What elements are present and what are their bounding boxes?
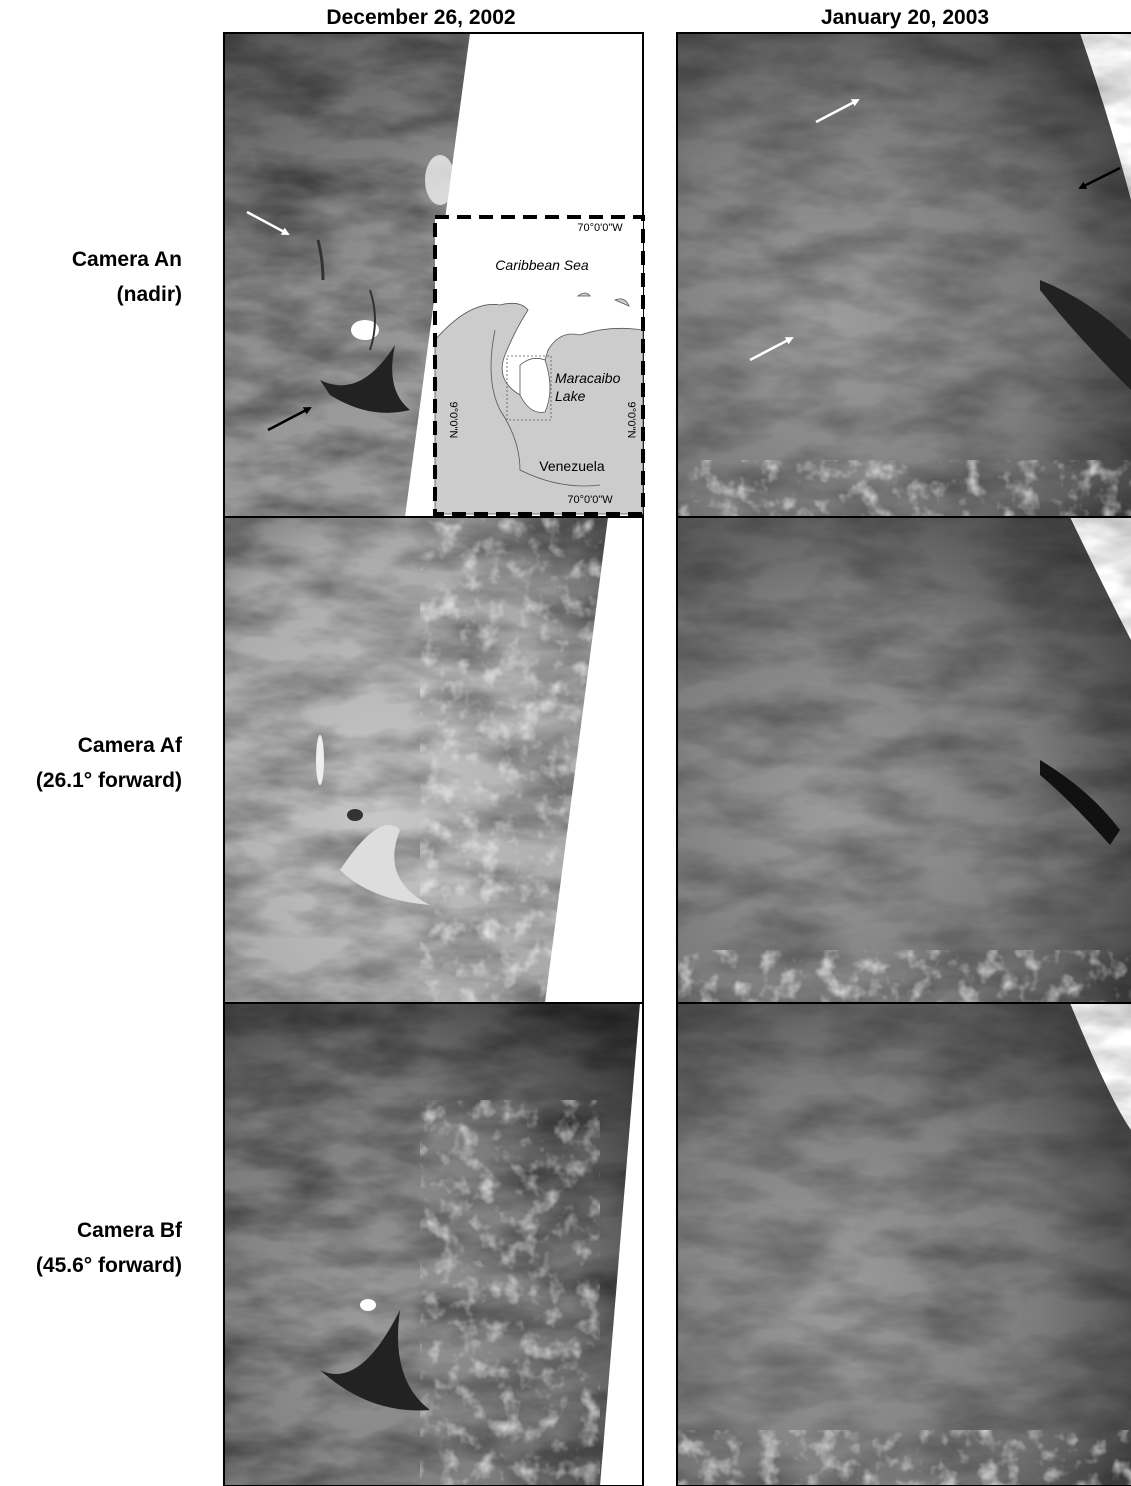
longitude-label: 70°0'0"W [577,222,623,234]
satellite-image [677,1003,1131,1486]
column-header: January 20, 2003 [821,6,989,29]
lake-label: Lake [555,388,586,404]
row-label: Camera Af [78,734,183,757]
row-label: Camera An [72,248,182,271]
row-sublabel: (26.1° forward) [36,769,182,792]
country-label: Venezuela [539,458,605,474]
column-header: December 26, 2002 [326,6,515,29]
row-sublabel: (45.6° forward) [36,1254,182,1277]
satellite-image [677,517,1131,1003]
latitude-label: 9°0'0"N [625,402,637,439]
sea-label: Caribbean Sea [495,257,589,273]
figure: December 26, 2002 January 20, 2003 Camer… [0,0,1131,1486]
satellite-image [677,33,1131,517]
latitude-label: 9°0'0"N [447,402,459,439]
lake-label: Maracaibo [555,370,621,386]
row-label: Camera Bf [77,1219,183,1242]
satellite-image [224,1003,644,1486]
longitude-label: 70°0'0"W [567,494,613,506]
satellite-image [224,517,614,1003]
row-sublabel: (nadir) [117,283,182,306]
inset-map: 70°0'0"W 70°0'0"W 9°0'0"N 9°0'0"N Caribb… [435,217,643,514]
